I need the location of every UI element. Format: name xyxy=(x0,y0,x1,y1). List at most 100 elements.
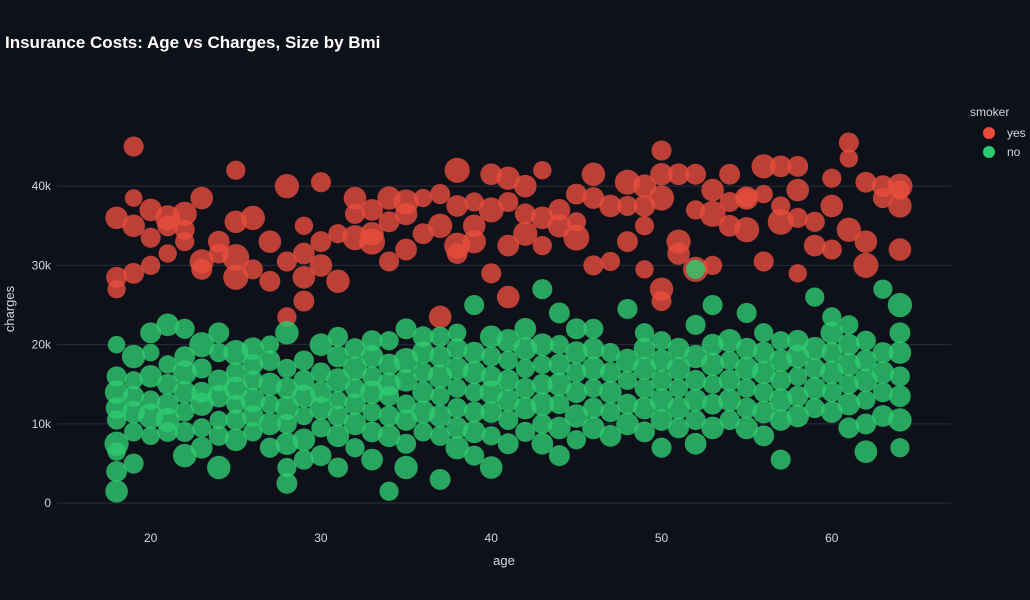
point-yes[interactable] xyxy=(106,266,128,288)
point-no[interactable] xyxy=(822,307,842,327)
point-yes[interactable] xyxy=(497,234,520,257)
point-no[interactable] xyxy=(497,369,520,392)
point-no[interactable] xyxy=(141,390,161,410)
point-no[interactable] xyxy=(447,398,468,419)
point-no[interactable] xyxy=(260,335,280,354)
point-no[interactable] xyxy=(172,443,197,468)
point-no[interactable] xyxy=(258,372,282,397)
point-no[interactable] xyxy=(207,455,231,480)
point-no[interactable] xyxy=(872,342,894,364)
point-no[interactable] xyxy=(191,358,212,379)
point-yes[interactable] xyxy=(344,203,366,224)
point-no[interactable] xyxy=(241,337,265,360)
point-no[interactable] xyxy=(275,321,299,345)
point-no[interactable] xyxy=(379,331,399,351)
point-no[interactable] xyxy=(549,394,570,415)
point-no[interactable] xyxy=(292,428,316,452)
point-no[interactable] xyxy=(582,416,605,440)
point-yes[interactable] xyxy=(191,258,213,280)
point-no[interactable] xyxy=(685,259,706,279)
point-yes[interactable] xyxy=(820,194,844,218)
point-no[interactable] xyxy=(481,346,502,367)
point-yes[interactable] xyxy=(787,207,808,228)
point-yes[interactable] xyxy=(498,191,519,213)
point-yes[interactable] xyxy=(853,252,879,278)
point-no[interactable] xyxy=(259,350,281,371)
point-no[interactable] xyxy=(514,377,536,399)
point-no[interactable] xyxy=(565,341,588,364)
point-no[interactable] xyxy=(209,410,228,430)
point-no[interactable] xyxy=(311,418,331,438)
point-no[interactable] xyxy=(820,321,844,345)
point-no[interactable] xyxy=(854,440,878,463)
point-no[interactable] xyxy=(342,356,368,381)
point-yes[interactable] xyxy=(310,231,332,253)
point-no[interactable] xyxy=(666,356,691,381)
point-yes[interactable] xyxy=(821,239,842,260)
point-yes[interactable] xyxy=(259,270,281,292)
point-no[interactable] xyxy=(856,390,876,410)
point-no[interactable] xyxy=(498,409,519,431)
point-no[interactable] xyxy=(242,354,264,375)
point-yes[interactable] xyxy=(769,155,792,178)
point-no[interactable] xyxy=(600,401,621,423)
point-no[interactable] xyxy=(123,385,145,407)
point-no[interactable] xyxy=(464,294,485,316)
point-yes[interactable] xyxy=(190,186,214,210)
point-yes[interactable] xyxy=(294,216,314,235)
point-no[interactable] xyxy=(583,318,604,339)
point-no[interactable] xyxy=(737,378,757,398)
point-yes[interactable] xyxy=(565,183,587,205)
point-no[interactable] xyxy=(854,349,877,372)
point-yes[interactable] xyxy=(242,259,263,280)
point-no[interactable] xyxy=(632,356,657,381)
point-no[interactable] xyxy=(345,438,365,458)
point-no[interactable] xyxy=(412,326,434,348)
point-no[interactable] xyxy=(651,437,672,458)
point-yes[interactable] xyxy=(737,188,757,208)
point-no[interactable] xyxy=(514,317,537,340)
point-no[interactable] xyxy=(395,409,417,431)
point-yes[interactable] xyxy=(513,221,538,246)
point-yes[interactable] xyxy=(787,155,809,177)
point-no[interactable] xyxy=(667,337,690,360)
point-no[interactable] xyxy=(173,380,197,404)
point-no[interactable] xyxy=(327,326,349,347)
point-yes[interactable] xyxy=(361,199,383,221)
point-no[interactable] xyxy=(873,279,893,299)
point-no[interactable] xyxy=(804,398,825,419)
point-no[interactable] xyxy=(634,378,655,399)
point-yes[interactable] xyxy=(667,163,690,186)
point-yes[interactable] xyxy=(753,251,774,272)
point-yes[interactable] xyxy=(533,161,552,180)
point-yes[interactable] xyxy=(734,217,760,243)
point-no[interactable] xyxy=(430,386,450,406)
point-no[interactable] xyxy=(548,445,570,467)
point-yes[interactable] xyxy=(702,255,723,276)
point-no[interactable] xyxy=(888,408,912,432)
point-no[interactable] xyxy=(361,330,383,352)
point-no[interactable] xyxy=(378,405,400,427)
point-no[interactable] xyxy=(412,381,434,404)
point-no[interactable] xyxy=(719,409,740,431)
point-no[interactable] xyxy=(787,385,809,407)
point-no[interactable] xyxy=(292,384,316,408)
point-no[interactable] xyxy=(394,369,418,392)
point-no[interactable] xyxy=(634,323,655,343)
point-no[interactable] xyxy=(274,395,300,421)
point-no[interactable] xyxy=(447,378,467,398)
point-no[interactable] xyxy=(736,302,757,324)
point-no[interactable] xyxy=(804,357,826,379)
point-no[interactable] xyxy=(839,315,859,335)
point-no[interactable] xyxy=(189,332,215,358)
point-yes[interactable] xyxy=(888,238,912,261)
point-no[interactable] xyxy=(293,449,314,470)
point-yes[interactable] xyxy=(226,160,246,180)
point-no[interactable] xyxy=(803,376,827,400)
point-no[interactable] xyxy=(294,406,314,426)
point-no[interactable] xyxy=(139,365,162,388)
point-no[interactable] xyxy=(462,420,486,444)
point-no[interactable] xyxy=(208,425,229,446)
point-no[interactable] xyxy=(141,426,160,446)
point-yes[interactable] xyxy=(277,307,297,327)
